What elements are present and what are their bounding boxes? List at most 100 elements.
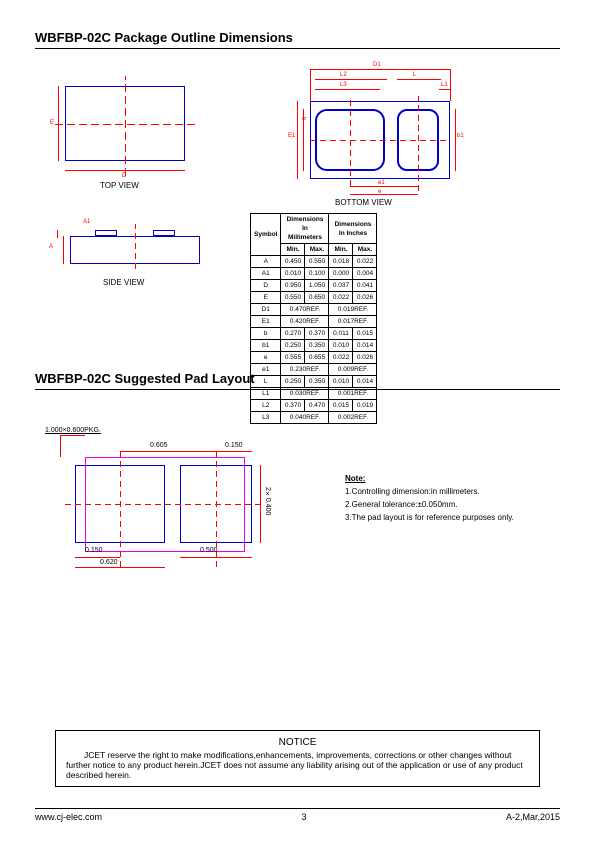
cell-symbol: A xyxy=(251,256,281,268)
cell-in-min: 0.011 xyxy=(329,328,353,340)
cell-in-min: 0.022 xyxy=(329,292,353,304)
package-views: E D TOP VIEW D1 L2 L3 L L1 xyxy=(35,61,560,361)
table-row: D0.9501.0500.0370.041 xyxy=(251,280,377,292)
cell-in-span: 0.019REF. xyxy=(329,304,377,316)
cell-symbol: L xyxy=(251,376,281,388)
dim-2x0400: 2×0.400 xyxy=(264,487,271,515)
table-row: b0.2700.3700.0110.015 xyxy=(251,328,377,340)
cell-mm-min: 0.550 xyxy=(281,292,305,304)
dim-E: E xyxy=(50,120,54,126)
cell-mm-max: 0.550 xyxy=(305,256,329,268)
cell-symbol: E1 xyxy=(251,316,281,328)
th-mm-min: Min. xyxy=(281,244,305,256)
th-dim-in: Dimensions In Inches xyxy=(329,214,377,244)
note-line-1: 1.Controlling dimension:in millimeters. xyxy=(345,485,514,498)
dim-e1: e1 xyxy=(378,180,385,186)
cell-mm-max: 0.350 xyxy=(305,340,329,352)
pad-layout-diagram: 1.000×0.600PKG. 0.605 0.150 2×0.400 0.15… xyxy=(45,427,315,567)
footer-url: www.cj-elec.com xyxy=(35,812,102,822)
cell-symbol: D xyxy=(251,280,281,292)
dim-0605: 0.605 xyxy=(150,442,168,449)
cell-mm-max: 0.655 xyxy=(305,352,329,364)
cell-in-span: 0.009REF. xyxy=(329,364,377,376)
th-symbol: Symbol xyxy=(251,214,281,256)
cell-in-min: 0.018 xyxy=(329,256,353,268)
cell-in-max: 0.004 xyxy=(353,268,377,280)
dim-D: D xyxy=(122,173,126,179)
page-footer: www.cj-elec.com 3 A-2,Mar,2015 xyxy=(35,808,560,822)
cell-in-max: 0.014 xyxy=(353,340,377,352)
cell-in-span: 0.017REF. xyxy=(329,316,377,328)
header2-title: Suggested Pad Layout xyxy=(114,371,254,386)
header1-title: Package Outline Dimensions xyxy=(114,30,292,45)
footer-page: 3 xyxy=(301,812,306,822)
notes-title: Note: xyxy=(345,472,514,485)
cell-mm-min: 0.270 xyxy=(281,328,305,340)
note-line-2: 2.General tolerance:±0.050mm. xyxy=(345,498,514,511)
dim-A1: A1 xyxy=(83,219,90,225)
cell-in-min: 0.000 xyxy=(329,268,353,280)
table-row: e10.230REF.0.009REF. xyxy=(251,364,377,376)
cell-in-max: 0.014 xyxy=(353,376,377,388)
bottom-view-diagram: D1 L2 L3 L L1 E1 b b1 e1 e xyxy=(285,61,475,206)
cell-in-max: 0.022 xyxy=(353,256,377,268)
cell-mm-max: 0.370 xyxy=(305,328,329,340)
table-row: A0.4500.5500.0180.022 xyxy=(251,256,377,268)
cell-symbol: b1 xyxy=(251,340,281,352)
pad-layout-region: 1.000×0.600PKG. 0.605 0.150 2×0.400 0.15… xyxy=(35,402,560,617)
cell-mm-span: 0.230REF. xyxy=(281,364,329,376)
cell-mm-span: 0.470REF. xyxy=(281,304,329,316)
cell-mm-min: 0.555 xyxy=(281,352,305,364)
th-in-max: Max. xyxy=(353,244,377,256)
th-in-min: Min. xyxy=(329,244,353,256)
cell-mm-span: 0.420REF. xyxy=(281,316,329,328)
dim-E1: E1 xyxy=(288,133,295,139)
footer-rev: A-2,Mar,2015 xyxy=(506,812,560,822)
dim-D1: D1 xyxy=(373,62,381,68)
dim-L: L xyxy=(413,72,416,78)
cell-symbol: E xyxy=(251,292,281,304)
cell-symbol: D1 xyxy=(251,304,281,316)
cell-symbol: L1 xyxy=(251,388,281,400)
cell-in-max: 0.026 xyxy=(353,352,377,364)
cell-mm-max: 0.350 xyxy=(305,376,329,388)
table-row: b10.2500.3500.0100.014 xyxy=(251,340,377,352)
table-row: E0.5500.6500.0220.026 xyxy=(251,292,377,304)
table-row: e0.5550.6550.0220.026 xyxy=(251,352,377,364)
cell-mm-min: 0.450 xyxy=(281,256,305,268)
dim-L3: L3 xyxy=(340,82,347,88)
th-mm-max: Max. xyxy=(305,244,329,256)
dim-A: A xyxy=(49,244,53,250)
bottom-view-label: BOTTOM VIEW xyxy=(335,198,392,207)
cell-symbol: A1 xyxy=(251,268,281,280)
cell-mm-max: 0.650 xyxy=(305,292,329,304)
cell-symbol: b xyxy=(251,328,281,340)
cell-in-max: 0.041 xyxy=(353,280,377,292)
cell-mm-min: 0.010 xyxy=(281,268,305,280)
top-view-label: TOP VIEW xyxy=(100,181,139,190)
notice-title: NOTICE xyxy=(66,737,529,748)
cell-mm-max: 0.100 xyxy=(305,268,329,280)
section1-header: WBFBP-02C Package Outline Dimensions xyxy=(35,30,560,49)
cell-symbol: e1 xyxy=(251,364,281,376)
dim-e: e xyxy=(378,189,381,195)
cell-mm-span: 0.030REF. xyxy=(281,388,329,400)
header1-part: WBFBP-02C xyxy=(35,30,111,45)
cell-in-min: 0.010 xyxy=(329,376,353,388)
cell-mm-max: 1.050 xyxy=(305,280,329,292)
cell-in-span: 0.001REF. xyxy=(329,388,377,400)
top-view-diagram: E D xyxy=(55,76,195,176)
cell-mm-min: 0.950 xyxy=(281,280,305,292)
dimensions-table: Symbol Dimensions In Millimeters Dimensi… xyxy=(250,213,377,424)
cell-mm-min: 0.250 xyxy=(281,376,305,388)
cell-in-min: 0.037 xyxy=(329,280,353,292)
side-view-diagram: A A1 xyxy=(55,216,215,276)
cell-in-min: 0.022 xyxy=(329,352,353,364)
th-dim-mm: Dimensions In Millimeters xyxy=(281,214,329,244)
cell-symbol: e xyxy=(251,352,281,364)
table-row: L0.2500.3500.0100.014 xyxy=(251,376,377,388)
dim-L2: L2 xyxy=(340,72,347,78)
table-row: A10.0100.1000.0000.004 xyxy=(251,268,377,280)
note-line-3: 3.The pad layout is for reference purpos… xyxy=(345,511,514,524)
dim-L1: L1 xyxy=(441,82,448,88)
